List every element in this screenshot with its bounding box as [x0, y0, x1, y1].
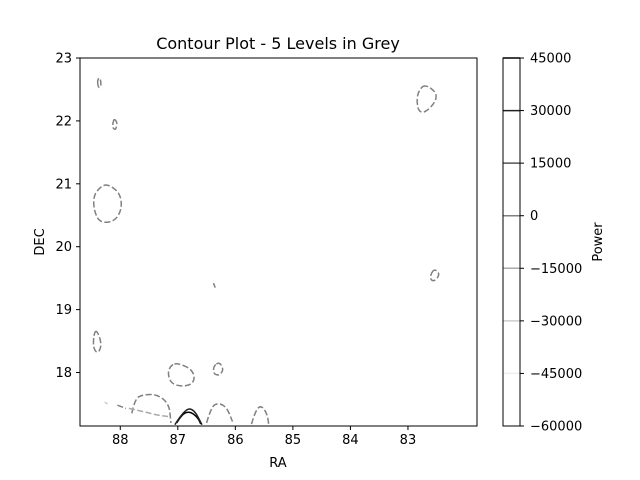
colorbar-tick-label: 45000: [530, 52, 571, 67]
y-tick-label: 21: [55, 177, 72, 192]
colorbar-tick-label: 30000: [530, 104, 571, 119]
x-axis-ticks: 88 87 86 85 84 83: [112, 426, 416, 448]
x-tick-label: 86: [227, 433, 244, 448]
contour-line: [176, 411, 202, 425]
plot-area: [79, 57, 478, 427]
contour-line: [212, 362, 224, 376]
y-axis-ticks: 18 19 20 21 22 23: [55, 52, 80, 381]
contour-line: [128, 407, 170, 418]
y-tick-label: 20: [55, 240, 72, 255]
colorbar-frame: [502, 57, 521, 427]
x-axis-label: RA: [269, 456, 287, 471]
colorbar-tick-label: 0: [530, 209, 538, 224]
contour-line: [131, 393, 172, 423]
colorbar-tick-label: −45000: [530, 367, 582, 382]
x-tick-label: 83: [400, 433, 417, 448]
contour-line: [111, 118, 118, 130]
colorbar: 45000 30000 15000 0 −15000 −30000 −45000 −60000…: [502, 52, 606, 435]
colorbar-ticks: 45000 30000 15000 0 −15000 −30000 −45000 −60000: [520, 52, 582, 435]
colorbar-tick-label: −60000: [530, 420, 582, 435]
contour-line: [174, 408, 203, 426]
colorbar-label: Power: [591, 222, 606, 262]
y-tick-label: 18: [55, 366, 72, 381]
plot-frame: [79, 57, 478, 427]
y-tick-label: 19: [55, 303, 72, 318]
contour-line: [92, 330, 102, 353]
contour-line: [167, 363, 195, 387]
y-tick-label: 22: [55, 114, 72, 129]
contour-line: [92, 184, 123, 224]
colorbar-tick-label: −30000: [530, 314, 582, 329]
contour-line: [416, 85, 437, 113]
contour-line: [104, 401, 109, 405]
y-axis-label: DEC: [33, 228, 48, 255]
chart-title: Contour Plot - 5 Levels in Grey: [156, 34, 400, 53]
contour-line: [117, 404, 127, 410]
colorbar-tick-label: 15000: [530, 157, 571, 172]
contour-line: [212, 282, 216, 288]
contour-line: [96, 77, 102, 89]
x-tick-label: 87: [170, 433, 187, 448]
x-tick-label: 85: [285, 433, 302, 448]
y-tick-label: 23: [55, 52, 72, 67]
colorbar-tick-label: −15000: [530, 262, 582, 277]
colorbar-background: [503, 58, 520, 426]
contour-line: [205, 403, 234, 424]
contour-line: [250, 406, 270, 425]
x-tick-label: 84: [342, 433, 359, 448]
contour-lines: [92, 77, 440, 426]
x-tick-label: 88: [112, 433, 129, 448]
contour-line: [429, 269, 440, 282]
